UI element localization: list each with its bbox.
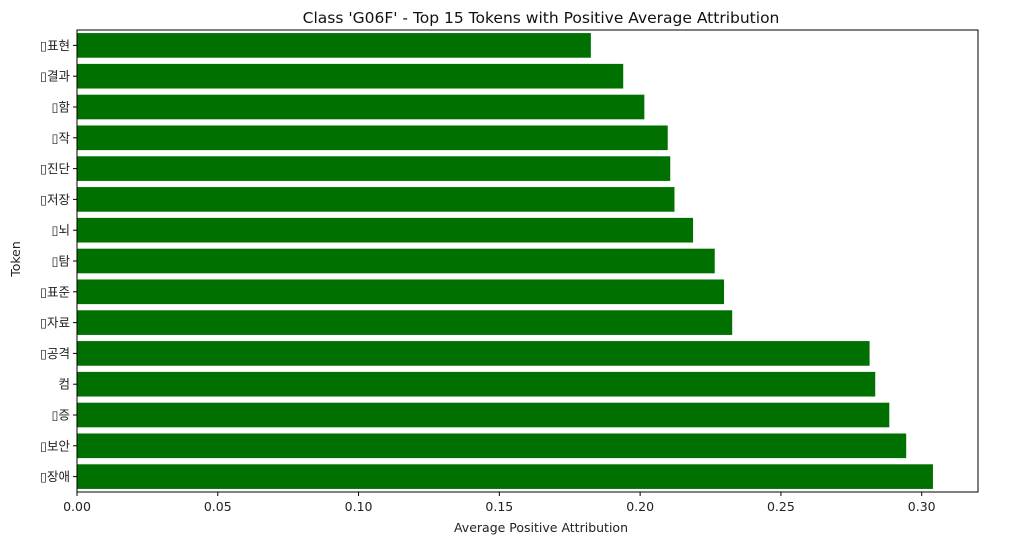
- y-tick-label: ▯저장: [40, 192, 70, 207]
- chart-title: Class 'G06F' - Top 15 Tokens with Positi…: [303, 9, 780, 27]
- bar: [77, 310, 733, 335]
- x-tick-label: 0.00: [63, 499, 91, 514]
- x-tick-label: 0.05: [204, 499, 232, 514]
- bar: [77, 187, 675, 212]
- y-tick-label: ▯함: [52, 100, 71, 115]
- y-tick-label: ▯탐: [52, 254, 71, 269]
- x-tick-label: 0.25: [767, 499, 795, 514]
- y-tick-label: ▯진단: [40, 161, 70, 176]
- x-tick-label: 0.20: [626, 499, 654, 514]
- y-tick-label: ▯표준: [40, 284, 70, 299]
- bar: [77, 279, 725, 305]
- y-tick-label: 컴: [58, 377, 70, 392]
- bar: [77, 464, 933, 489]
- bar: [77, 156, 671, 181]
- x-axis-label: Average Positive Attribution: [454, 520, 628, 535]
- y-tick-label: ▯장애: [40, 469, 70, 484]
- x-tick-labels: 0.00 0.05 0.10 0.15 0.20 0.25 0.30: [63, 492, 936, 514]
- bar: [77, 248, 715, 274]
- bar: [77, 371, 876, 397]
- y-tick-label: ▯작: [52, 130, 71, 145]
- bars-group: [77, 33, 933, 489]
- y-tick-label: ▯보안: [40, 438, 70, 453]
- y-tick-label: ▯자료: [40, 315, 70, 330]
- x-tick-label: 0.10: [345, 499, 373, 514]
- y-tick-label: ▯표현: [40, 38, 70, 53]
- bar: [77, 341, 870, 366]
- bar: [77, 125, 668, 151]
- y-axis-label: Token: [8, 241, 23, 278]
- y-tick-labels: ▯표현 ▯결과 ▯함 ▯작 ▯진단 ▯저장 ▯뇌 ▯탐 ▯표준 ▯자료 ▯공격컴 ▯증 ▯보안 ▯장애: [40, 38, 77, 484]
- bar: [77, 217, 694, 243]
- bar: [77, 33, 591, 58]
- y-tick-label: ▯결과: [40, 69, 70, 84]
- x-tick-label: 0.30: [908, 499, 936, 514]
- x-tick-label: 0.15: [485, 499, 513, 514]
- bar: [77, 63, 624, 89]
- bar: [77, 94, 645, 120]
- plot-frame: [76, 29, 979, 493]
- bar: [77, 402, 890, 428]
- y-tick-label: ▯증: [52, 408, 70, 423]
- y-tick-label: ▯뇌: [52, 223, 70, 238]
- bar: [77, 433, 907, 459]
- y-tick-label: ▯공격: [40, 346, 70, 361]
